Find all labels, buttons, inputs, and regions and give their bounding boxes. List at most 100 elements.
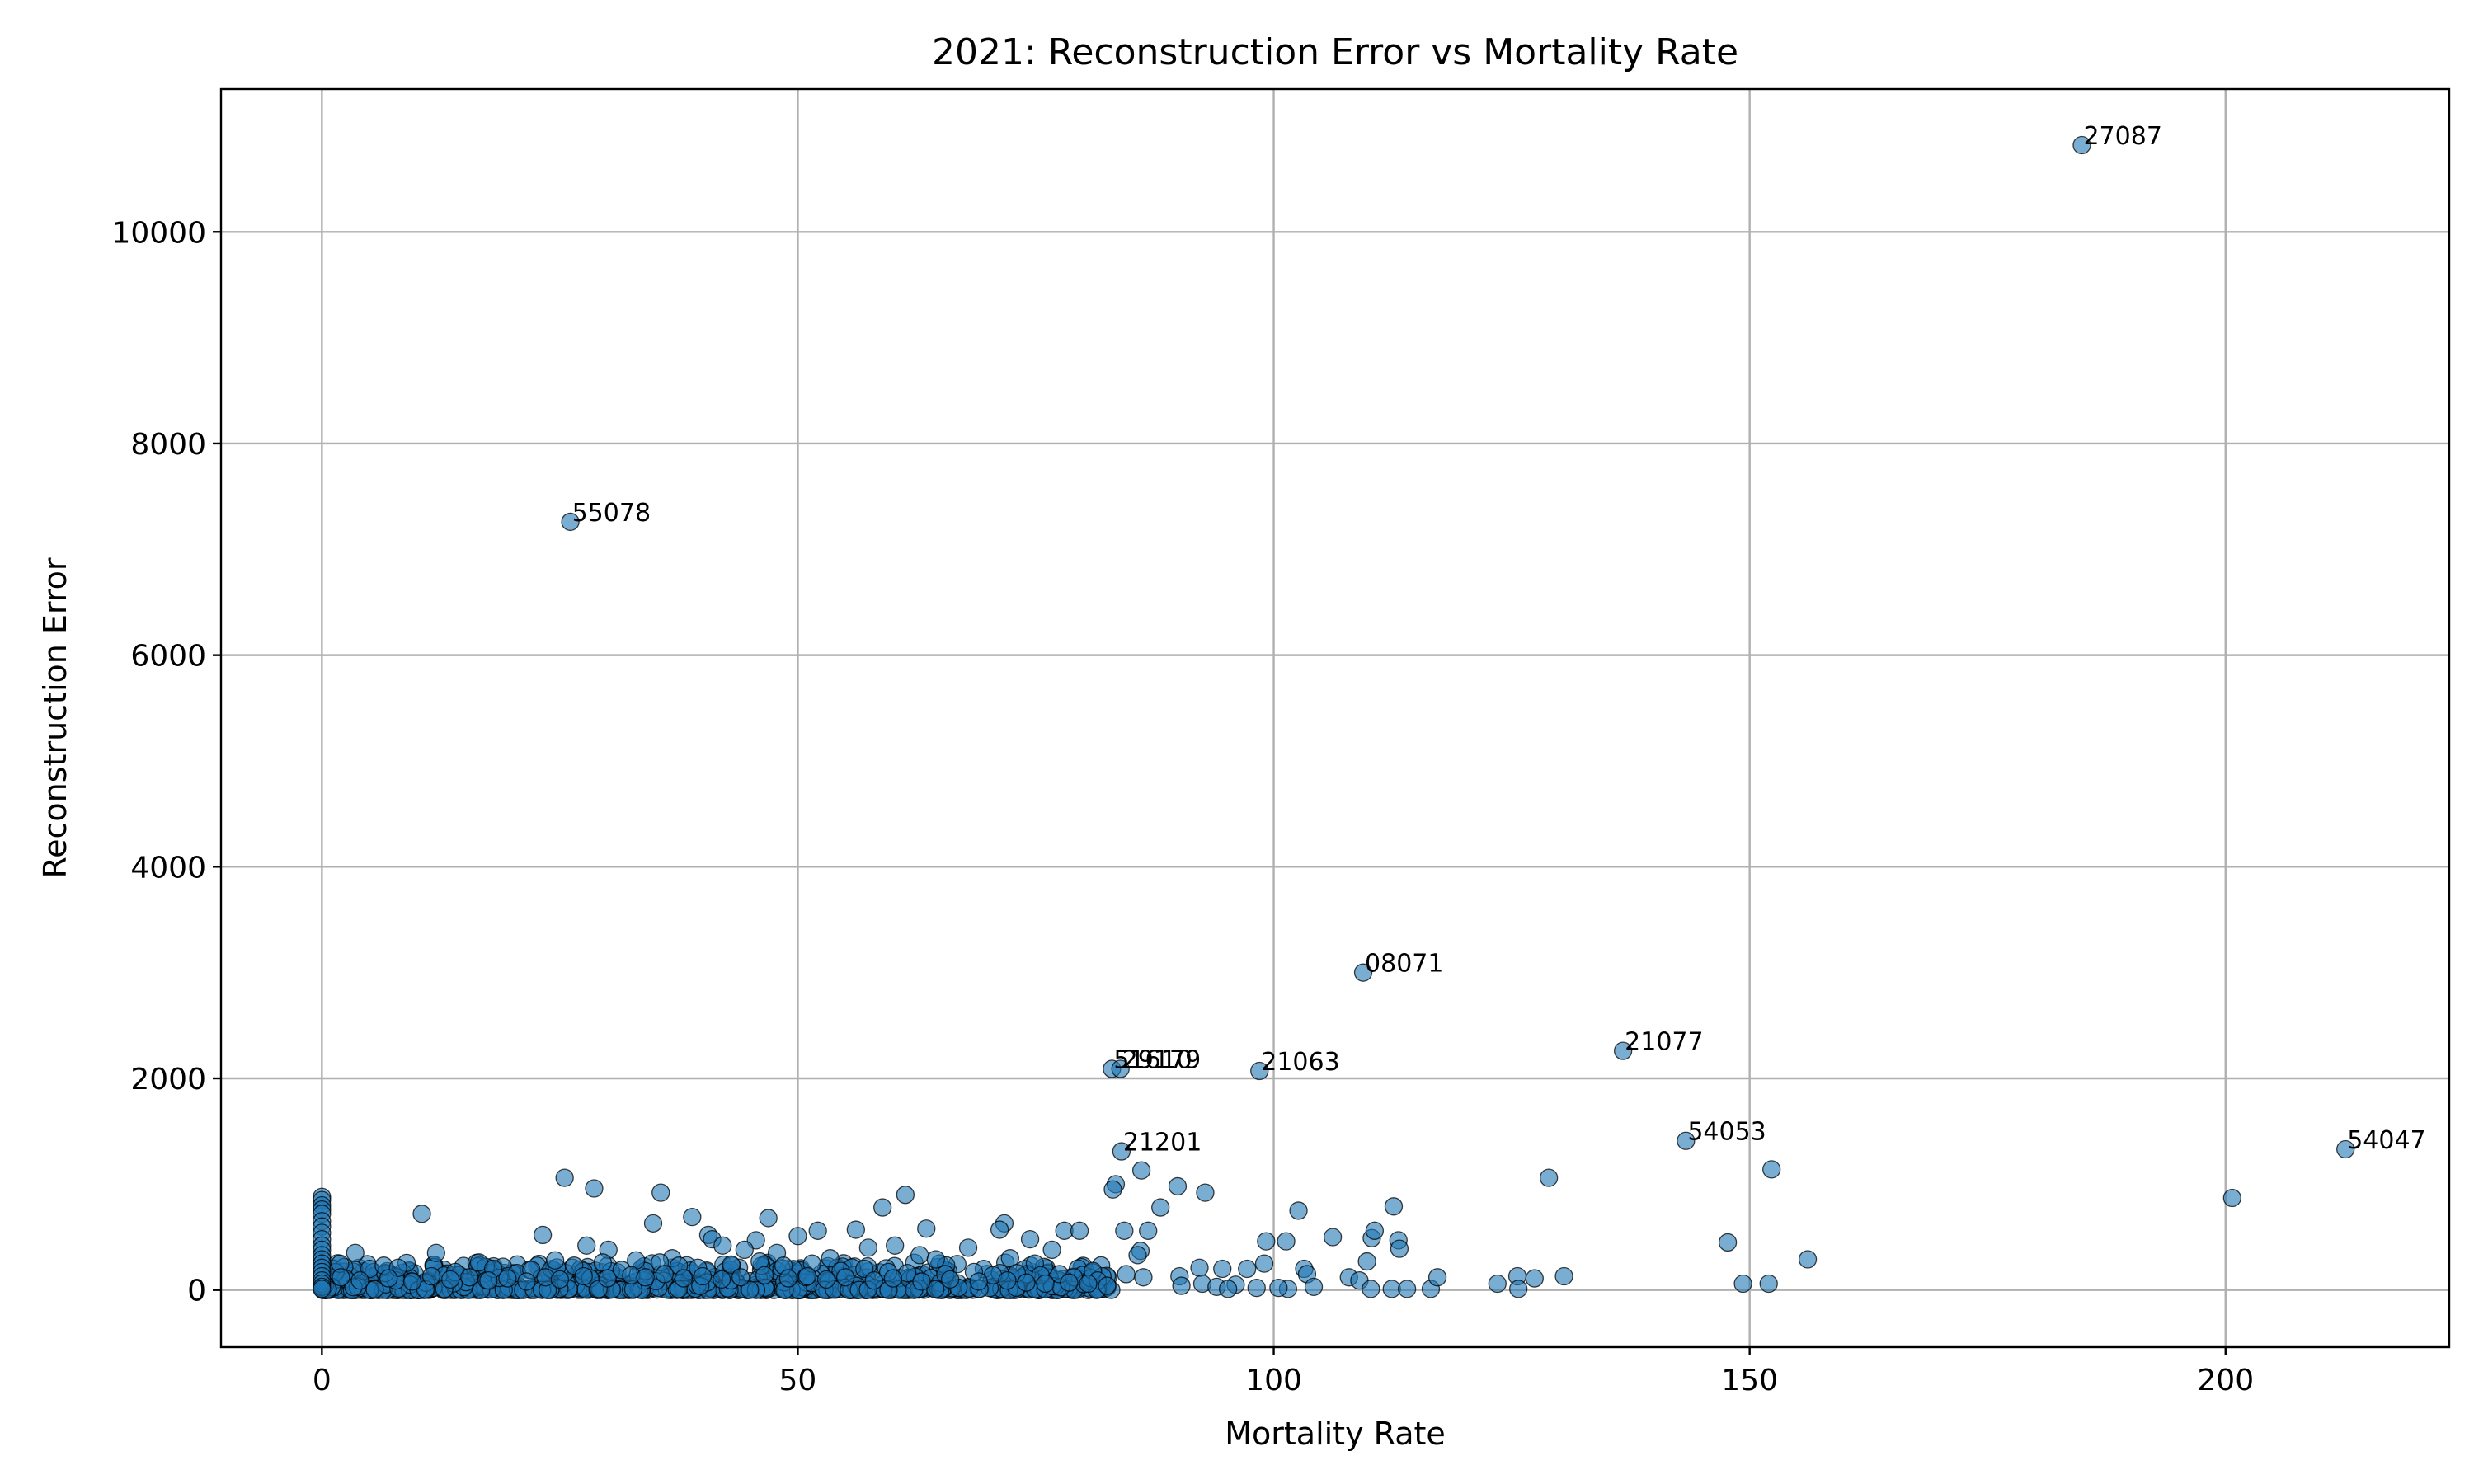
data-point (759, 1209, 778, 1228)
data-point (1733, 1274, 1752, 1294)
data-point (1509, 1280, 1528, 1298)
data-point (788, 1227, 807, 1246)
data-point (636, 1268, 655, 1287)
data-point (778, 1269, 798, 1288)
data-point (1079, 1274, 1098, 1294)
labeled-point (1250, 1061, 1269, 1081)
data-point (1213, 1259, 1232, 1279)
point-label: 29179 (1122, 1045, 1201, 1074)
data-point (1190, 1258, 1209, 1277)
labeled-point (2072, 135, 2091, 155)
data-point (479, 1270, 498, 1290)
labeled-point (1677, 1131, 1696, 1150)
data-point (1134, 1268, 1153, 1287)
x-axis-ticks: 0 50 100 150 200 (313, 1347, 2254, 1397)
data-point (722, 1255, 741, 1275)
data-point (1247, 1278, 1266, 1298)
data-point (1427, 1268, 1447, 1287)
data-point (550, 1270, 570, 1289)
data-point (1384, 1197, 1404, 1216)
data-point (990, 1220, 1009, 1239)
data-point (1151, 1198, 1170, 1217)
data-point (1362, 1280, 1380, 1298)
data-point (741, 1280, 760, 1299)
data-point (816, 1270, 836, 1289)
data-point (379, 1269, 398, 1288)
data-point (1172, 1276, 1191, 1295)
labeled-point (1112, 1142, 1131, 1161)
data-point (1554, 1266, 1573, 1286)
data-point (926, 1250, 945, 1269)
data-point (1042, 1240, 1061, 1260)
data-point (598, 1269, 617, 1288)
data-point (1277, 1232, 1296, 1251)
x-axis-label: Mortality Rate (1225, 1416, 1446, 1452)
point-label: 08071 (1365, 950, 1443, 979)
chart-title: 2021: Reconstruction Error vs Mortality … (932, 31, 1738, 73)
data-point (896, 1186, 915, 1205)
data-point (1390, 1239, 1409, 1258)
x-tick-label: 0 (313, 1364, 332, 1397)
data-point (917, 1219, 936, 1238)
y-tick-label: 0 (187, 1275, 206, 1308)
data-point (886, 1236, 905, 1255)
data-point (912, 1272, 931, 1291)
data-point (1117, 1265, 1136, 1284)
data-point (1365, 1221, 1385, 1240)
data-point (655, 1265, 675, 1284)
y-tick-label: 4000 (130, 851, 206, 885)
data-point (402, 1272, 422, 1291)
data-point (1525, 1269, 1544, 1288)
x-tick-label: 150 (1721, 1364, 1778, 1397)
data-point (713, 1236, 732, 1255)
labeled-point (1613, 1041, 1633, 1060)
data-point (969, 1272, 988, 1291)
data-point (577, 1236, 596, 1255)
data-point (545, 1251, 565, 1270)
point-label: 55078 (572, 499, 651, 528)
data-point (332, 1268, 350, 1287)
point-label: 21077 (1625, 1028, 1703, 1057)
data-point (926, 1280, 945, 1298)
data-point (1254, 1254, 1274, 1273)
point-label: 21201 (1123, 1129, 1202, 1158)
data-points (313, 135, 2355, 1298)
data-point (1017, 1273, 1036, 1292)
point-label: 54047 (2347, 1126, 2425, 1155)
data-point (1131, 1161, 1151, 1180)
data-point (460, 1268, 479, 1287)
data-point (1103, 1180, 1122, 1199)
data-point (858, 1238, 878, 1257)
data-point (821, 1249, 840, 1268)
data-point (940, 1270, 960, 1289)
data-point (555, 1168, 574, 1187)
data-point (1139, 1221, 1158, 1240)
data-point (910, 1246, 929, 1265)
data-point (574, 1266, 593, 1286)
data-point (1759, 1274, 1778, 1294)
y-tick-label: 8000 (130, 428, 206, 462)
data-point (1304, 1277, 1324, 1296)
data-point (1219, 1280, 1238, 1298)
data-point (836, 1268, 855, 1287)
data-point (1115, 1221, 1134, 1240)
data-point (1060, 1273, 1079, 1292)
plot-frame (219, 87, 2451, 1349)
point-label: 54053 (1687, 1118, 1766, 1147)
data-point (421, 1266, 441, 1286)
point-label: 21063 (1261, 1048, 1339, 1077)
data-point (593, 1253, 612, 1272)
y-axis-label: Reconstruction Error (37, 557, 73, 878)
data-point (883, 1269, 903, 1288)
data-point (731, 1268, 750, 1287)
labeled-point (2336, 1139, 2355, 1159)
data-point (693, 1266, 713, 1286)
data-point (313, 1280, 332, 1298)
data-point (651, 1183, 670, 1202)
y-tick-label: 2000 (130, 1063, 206, 1097)
labeled-point (1111, 1059, 1130, 1078)
data-point (683, 1207, 702, 1227)
